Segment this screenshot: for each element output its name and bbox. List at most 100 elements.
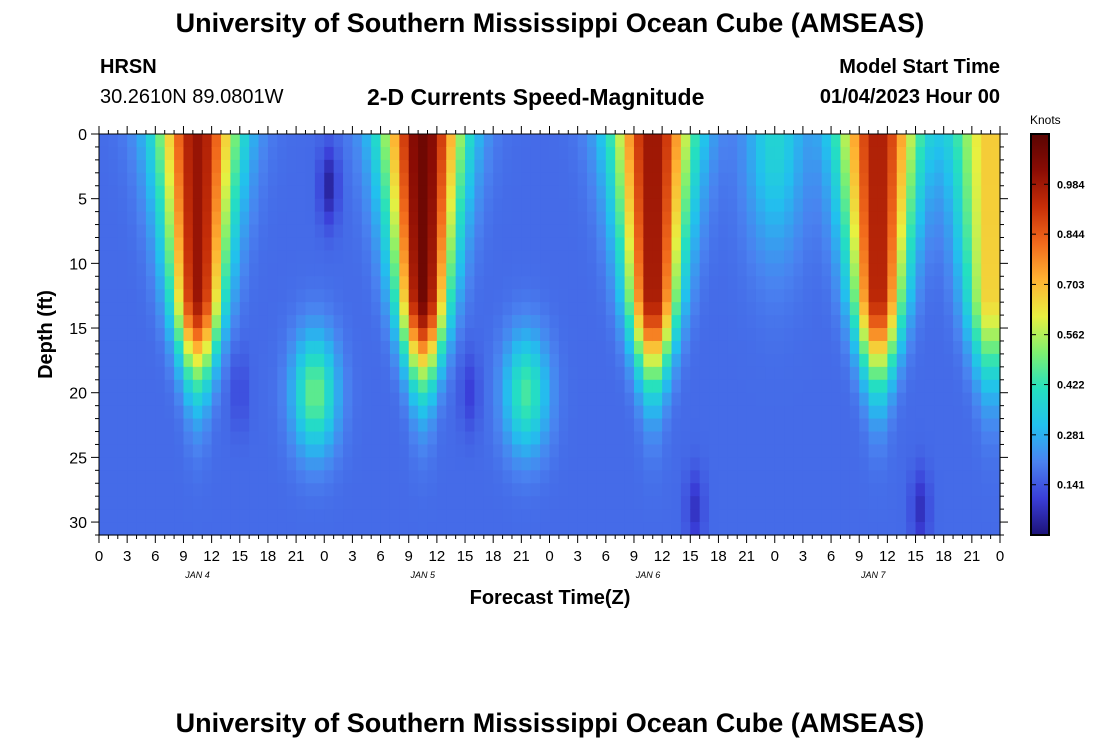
heatmap-cell	[690, 405, 701, 420]
heatmap-cell	[230, 470, 241, 484]
heatmap-cell	[831, 328, 842, 342]
heatmap-cell	[990, 366, 1001, 381]
heatmap-cell	[333, 392, 344, 407]
heatmap-cell	[277, 289, 288, 303]
heatmap-cell	[530, 509, 541, 523]
heatmap-cell	[258, 496, 269, 510]
heatmap-cell	[155, 159, 166, 174]
heatmap-cell	[990, 224, 1001, 239]
day-label: JAN 5	[410, 570, 437, 580]
x-tick-label: 3	[123, 548, 131, 565]
heatmap-cell	[662, 250, 673, 264]
heatmap-cell	[643, 224, 654, 239]
heatmap-cell	[746, 250, 757, 264]
heatmap-cell	[906, 315, 917, 329]
heatmap-cell	[136, 211, 147, 226]
heatmap-cell	[230, 237, 241, 252]
heatmap-cell	[446, 379, 457, 394]
heatmap-cell	[305, 328, 316, 342]
heatmap-cell	[436, 146, 447, 161]
heatmap-cell	[530, 522, 541, 536]
heatmap-cell	[596, 509, 607, 523]
heatmap-cell	[343, 392, 354, 407]
heatmap-cell	[286, 366, 297, 381]
heatmap-cell	[624, 483, 635, 497]
heatmap-cell	[521, 392, 532, 407]
heatmap-cell	[896, 418, 907, 433]
heatmap-cell	[436, 224, 447, 239]
heatmap-cell	[408, 159, 419, 174]
heatmap-cell	[671, 418, 682, 433]
heatmap-cell	[662, 276, 673, 290]
heatmap-cell	[990, 405, 1001, 420]
heatmap-cell	[530, 315, 541, 329]
heatmap-cell	[202, 418, 213, 433]
heatmap-cell	[633, 431, 644, 446]
heatmap-cell	[446, 146, 457, 161]
heatmap-cell	[202, 263, 213, 277]
heatmap-cell	[624, 198, 635, 213]
heatmap-cell	[286, 263, 297, 277]
heatmap-cell	[145, 263, 156, 277]
heatmap-cell	[549, 289, 560, 303]
heatmap-cell	[755, 366, 766, 381]
heatmap-cell	[615, 224, 626, 239]
heatmap-cell	[784, 522, 795, 536]
heatmap-cell	[765, 263, 776, 277]
heatmap-cell	[474, 198, 485, 213]
heatmap-cell	[239, 224, 250, 239]
heatmap-cell	[333, 146, 344, 161]
heatmap-cell	[849, 379, 860, 394]
heatmap-cell	[906, 159, 917, 174]
heatmap-cell	[333, 237, 344, 252]
heatmap-cell	[136, 185, 147, 200]
heatmap-cell	[774, 509, 785, 523]
heatmap-cell	[164, 328, 175, 342]
heatmap-cell	[324, 509, 335, 523]
heatmap-cell	[671, 405, 682, 420]
heatmap-cell	[145, 328, 156, 342]
heatmap-cell	[183, 198, 194, 213]
heatmap-cell	[267, 146, 278, 161]
heatmap-cell	[380, 224, 391, 239]
heatmap-cell	[408, 366, 419, 381]
heatmap-cell	[887, 185, 898, 200]
heatmap-cell	[934, 185, 945, 200]
heatmap-cell	[680, 315, 691, 329]
heatmap-cell	[239, 276, 250, 290]
heatmap-cell	[755, 263, 766, 277]
heatmap-cell	[821, 496, 832, 510]
heatmap-cell	[652, 418, 663, 433]
heatmap-cell	[877, 289, 888, 303]
heatmap-cell	[427, 146, 438, 161]
heatmap-cell	[868, 470, 879, 484]
heatmap-cell	[990, 353, 1001, 368]
heatmap-cell	[962, 379, 973, 394]
heatmap-cell	[418, 315, 429, 329]
heatmap-cells	[99, 134, 1001, 536]
heatmap-cell	[117, 470, 128, 484]
heatmap-cell	[267, 198, 278, 213]
heatmap-cell	[868, 418, 879, 433]
heatmap-cell	[230, 134, 241, 148]
heatmap-cell	[924, 250, 935, 264]
heatmap-cell	[887, 328, 898, 342]
heatmap-cell	[267, 392, 278, 407]
heatmap-cell	[446, 159, 457, 174]
heatmap-cell	[502, 483, 513, 497]
heatmap-cell	[746, 509, 757, 523]
heatmap-cell	[361, 483, 372, 497]
heatmap-cell	[971, 328, 982, 342]
heatmap-cell	[990, 328, 1001, 342]
heatmap-cell	[99, 509, 109, 523]
heatmap-cell	[558, 211, 569, 226]
heatmap-cell	[990, 315, 1001, 329]
heatmap-cell	[455, 172, 466, 187]
heatmap-cell	[221, 159, 231, 174]
heatmap-cell	[643, 392, 654, 407]
heatmap-cell	[296, 418, 307, 433]
heatmap-cell	[436, 159, 447, 174]
heatmap-cell	[652, 328, 663, 342]
heatmap-cell	[896, 289, 907, 303]
